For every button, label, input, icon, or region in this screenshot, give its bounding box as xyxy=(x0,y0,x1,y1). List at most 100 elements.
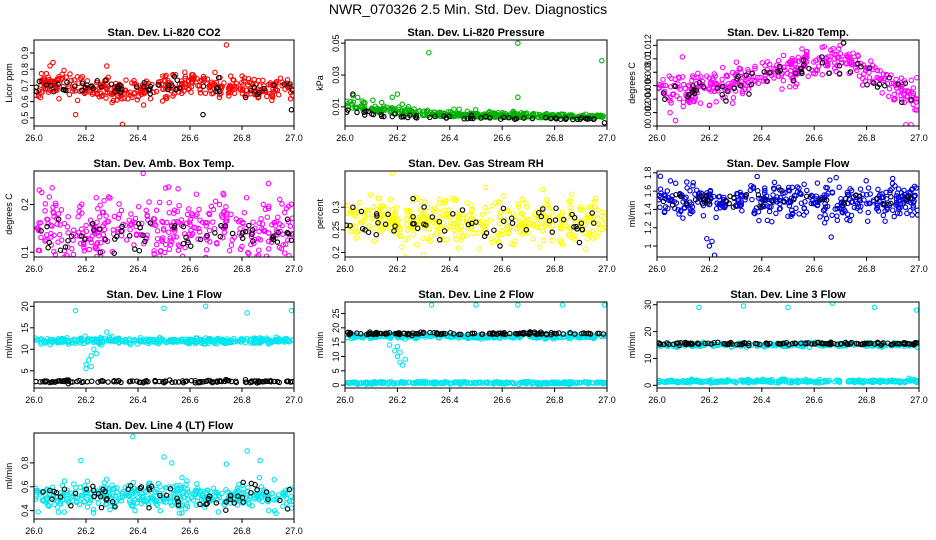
data-point xyxy=(81,245,87,251)
x-tick-label: 27.0 xyxy=(598,395,616,405)
data-point xyxy=(43,338,49,345)
data-point xyxy=(746,91,752,97)
x-tick-label: 26.0 xyxy=(648,264,666,274)
data-point xyxy=(100,223,106,229)
data-point xyxy=(166,246,173,253)
data-point xyxy=(140,102,147,108)
data-point xyxy=(168,258,172,262)
data-point xyxy=(762,197,769,204)
data-point xyxy=(823,62,829,69)
data-point xyxy=(399,380,406,386)
data-point xyxy=(103,213,109,219)
data-point xyxy=(669,91,676,98)
data-point xyxy=(866,74,873,81)
data-point xyxy=(183,220,190,227)
data-point xyxy=(458,331,464,338)
data-point xyxy=(762,72,768,78)
data-point xyxy=(275,282,279,286)
data-point xyxy=(350,99,357,105)
data-point xyxy=(399,107,405,113)
data-point xyxy=(568,191,575,197)
data-point xyxy=(376,330,383,337)
data-point xyxy=(785,187,792,193)
data-point xyxy=(808,67,815,73)
data-point xyxy=(836,63,843,69)
points-group xyxy=(34,433,294,517)
data-point xyxy=(560,379,566,386)
data-point xyxy=(86,246,93,253)
data-point xyxy=(104,63,110,69)
data-point xyxy=(908,121,914,126)
data-point xyxy=(768,203,774,210)
x-tick-label: 26.4 xyxy=(753,264,771,274)
data-point xyxy=(670,378,676,385)
data-point xyxy=(456,331,462,338)
data-point xyxy=(34,378,39,385)
data-point xyxy=(271,220,277,226)
data-point xyxy=(117,82,123,88)
data-point xyxy=(889,207,896,213)
data-point xyxy=(105,74,112,81)
data-point xyxy=(591,203,598,210)
data-point xyxy=(572,233,578,239)
data-point xyxy=(174,208,181,215)
data-point xyxy=(417,380,423,386)
x-tick-label: 27.0 xyxy=(598,133,616,143)
data-point xyxy=(258,216,264,222)
data-point xyxy=(46,239,53,246)
data-point xyxy=(714,85,721,91)
data-point xyxy=(660,198,667,205)
data-point xyxy=(345,379,351,386)
data-point xyxy=(174,218,180,225)
data-point xyxy=(81,248,88,254)
data-point xyxy=(487,330,493,337)
y-tick-label: 0.7 xyxy=(20,79,30,92)
data-point xyxy=(373,329,380,336)
y-tick-label: 15 xyxy=(331,337,341,347)
data-point xyxy=(239,243,245,250)
data-point xyxy=(71,77,77,83)
data-point xyxy=(819,71,826,78)
data-point xyxy=(888,194,894,200)
data-point xyxy=(188,227,194,234)
data-point xyxy=(394,230,400,237)
data-point xyxy=(420,235,426,241)
data-point xyxy=(64,337,71,344)
data-point xyxy=(785,213,791,220)
data-point xyxy=(78,337,84,343)
data-point xyxy=(206,336,212,343)
data-point xyxy=(54,504,61,510)
data-point xyxy=(492,110,498,117)
data-point xyxy=(906,341,913,347)
data-point xyxy=(190,71,196,78)
data-point xyxy=(802,199,808,205)
data-point xyxy=(68,233,75,239)
data-point xyxy=(737,82,744,89)
data-point xyxy=(36,88,42,94)
data-point xyxy=(43,70,50,77)
data-point xyxy=(777,63,783,70)
data-point xyxy=(598,114,605,120)
data-point xyxy=(776,341,783,347)
data-point xyxy=(35,93,42,99)
data-point xyxy=(200,83,207,89)
data-point xyxy=(90,337,96,344)
data-point xyxy=(56,231,63,238)
data-point xyxy=(158,81,165,87)
data-point xyxy=(517,229,523,235)
data-point xyxy=(266,230,272,236)
data-point xyxy=(775,57,782,64)
data-point xyxy=(848,212,855,219)
data-point xyxy=(710,193,717,200)
data-point xyxy=(42,208,48,214)
data-point xyxy=(81,340,87,347)
data-point xyxy=(160,219,166,226)
data-point xyxy=(657,82,664,89)
data-point xyxy=(436,209,443,216)
data-point xyxy=(848,62,855,68)
data-point xyxy=(780,190,786,196)
data-point xyxy=(356,209,362,215)
data-point xyxy=(559,241,566,248)
data-point xyxy=(72,337,78,344)
